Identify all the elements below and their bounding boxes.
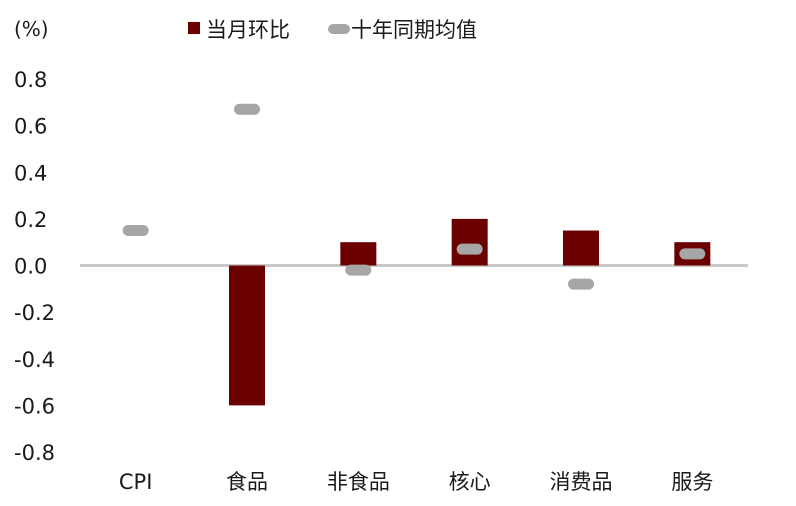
category-label: 核心 <box>449 470 491 494</box>
bar-核心 <box>451 218 488 266</box>
legend-label-bar: 当月环比 <box>206 18 290 42</box>
category-label: 非食品 <box>327 470 390 494</box>
category-label: CPI <box>119 470 153 494</box>
y-axis-ticks: 0.8 0.6 0.4 0.2 0.0 -0.2 -0.4 -0.6 -0.8 <box>14 68 55 465</box>
marker-series <box>122 103 706 290</box>
y-axis-unit-label: (%) <box>14 17 49 41</box>
legend-label-marker: 十年同期均值 <box>351 18 477 42</box>
category-label: 消费品 <box>550 470 613 494</box>
marker-服务 <box>679 248 706 260</box>
bar-series <box>229 218 711 406</box>
marker-CPI <box>122 225 149 237</box>
y-tick-label: 0.6 <box>14 115 47 139</box>
marker-食品 <box>234 103 260 115</box>
category-label: 服务 <box>671 470 713 494</box>
y-tick-label: 0.2 <box>14 208 47 232</box>
y-tick-label: 0.4 <box>14 161 47 185</box>
x-axis-category-labels: CPI 食品 非食品 核心 消费品 服务 <box>119 470 713 494</box>
y-tick-label: -0.8 <box>14 441 55 465</box>
marker-核心 <box>456 243 483 255</box>
bar-非食品 <box>340 242 377 266</box>
marker-消费品 <box>568 278 594 290</box>
category-label: 食品 <box>226 470 268 494</box>
bar-消费品 <box>563 230 599 266</box>
legend-swatch-marker <box>328 24 350 34</box>
y-tick-label: -0.2 <box>14 301 55 325</box>
bar-食品 <box>229 265 265 406</box>
y-tick-label: 0.8 <box>14 68 47 92</box>
y-tick-label: -0.4 <box>14 348 55 372</box>
marker-非食品 <box>345 264 372 276</box>
y-tick-label: -0.6 <box>14 394 55 418</box>
legend: 当月环比 十年同期均值 <box>188 18 477 42</box>
legend-swatch-bar <box>188 22 200 34</box>
y-tick-label: 0.0 <box>14 255 47 279</box>
